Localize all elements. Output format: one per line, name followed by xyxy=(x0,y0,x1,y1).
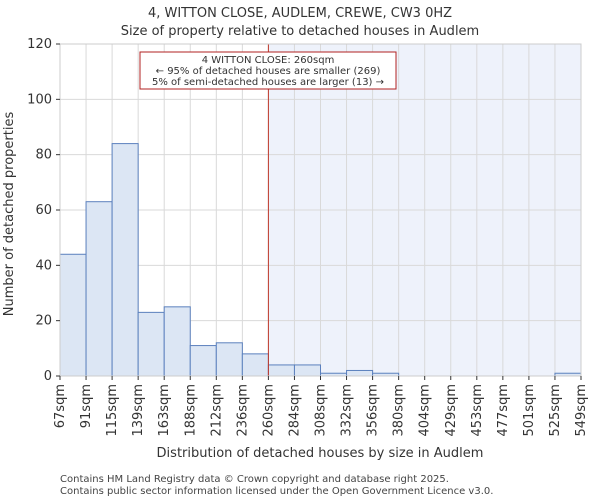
bar-212sqm xyxy=(215,342,243,377)
x-tick-label: 332sqm xyxy=(340,384,355,437)
y-tick-label: 100 xyxy=(27,92,52,107)
y-tick-label: 0 xyxy=(44,369,52,384)
x-tick-label: 212sqm xyxy=(209,384,224,437)
x-tick-label: 236sqm xyxy=(235,384,250,437)
annotation-box: 4 WITTON CLOSE: 260sqm ← 95% of detached… xyxy=(139,51,397,90)
x-tick-label: 453sqm xyxy=(470,384,485,437)
x-tick-label: 188sqm xyxy=(183,384,198,437)
y-tick-label: 20 xyxy=(35,314,52,329)
bar-284sqm xyxy=(293,364,322,377)
y-axis-label: Number of detached properties xyxy=(2,112,17,317)
x-tick-label: 477sqm xyxy=(496,384,511,437)
x-tick-label: 163sqm xyxy=(157,384,172,437)
chart-title-line-1: 4, WITTON CLOSE, AUDLEM, CREWE, CW3 0HZ xyxy=(148,6,452,21)
x-tick-label: 91sqm xyxy=(79,384,94,428)
x-tick-label: 429sqm xyxy=(444,384,459,437)
x-tick-label: 139sqm xyxy=(131,384,146,437)
y-tick-label: 60 xyxy=(35,203,52,218)
bar-91sqm xyxy=(85,201,113,377)
x-tick-label: 115sqm xyxy=(105,384,120,437)
x-tick-label: 380sqm xyxy=(392,384,407,437)
bar-67sqm xyxy=(59,253,87,377)
annotation-line-3: 5% of semi-detached houses are larger (1… xyxy=(152,77,384,88)
chart-title-line-2: Size of property relative to detached ho… xyxy=(121,24,479,39)
y-tick-label: 120 xyxy=(27,37,52,52)
bar-115sqm xyxy=(111,143,139,377)
x-tick-label: 67sqm xyxy=(53,384,68,428)
bar-332sqm xyxy=(346,369,374,377)
bar-163sqm xyxy=(163,306,191,377)
x-tick-label: 525sqm xyxy=(548,384,563,437)
x-axis-ticks: 67sqm 91sqm 115sqm 139sqm 163sqm 188sqm 212sqm… xyxy=(53,376,589,437)
footer-line-1: Contains HM Land Registry data © Crown c… xyxy=(60,474,449,485)
bar-260sqm xyxy=(267,364,295,377)
x-axis-label: Distribution of detached houses by size … xyxy=(157,446,484,461)
footer-line-2: Contains public sector information licen… xyxy=(60,486,493,497)
x-tick-label: 404sqm xyxy=(418,384,433,437)
x-tick-label: 260sqm xyxy=(261,384,276,437)
x-tick-label: 501sqm xyxy=(522,384,537,437)
bar-236sqm xyxy=(241,353,269,377)
y-axis-ticks: 0 20 40 60 80 100 120 xyxy=(27,37,60,384)
x-tick-label: 308sqm xyxy=(314,384,329,437)
annotation-line-2: ← 95% of detached houses are smaller (26… xyxy=(156,66,381,77)
annotation-line-1: 4 WITTON CLOSE: 260sqm xyxy=(202,55,335,66)
x-tick-label: 284sqm xyxy=(287,384,302,437)
y-tick-label: 40 xyxy=(35,258,52,273)
bar-188sqm xyxy=(189,345,217,377)
x-tick-label: 549sqm xyxy=(574,384,589,437)
y-tick-label: 80 xyxy=(35,148,52,163)
bars xyxy=(59,143,582,377)
x-tick-label: 356sqm xyxy=(366,384,381,437)
bar-139sqm xyxy=(137,311,165,377)
